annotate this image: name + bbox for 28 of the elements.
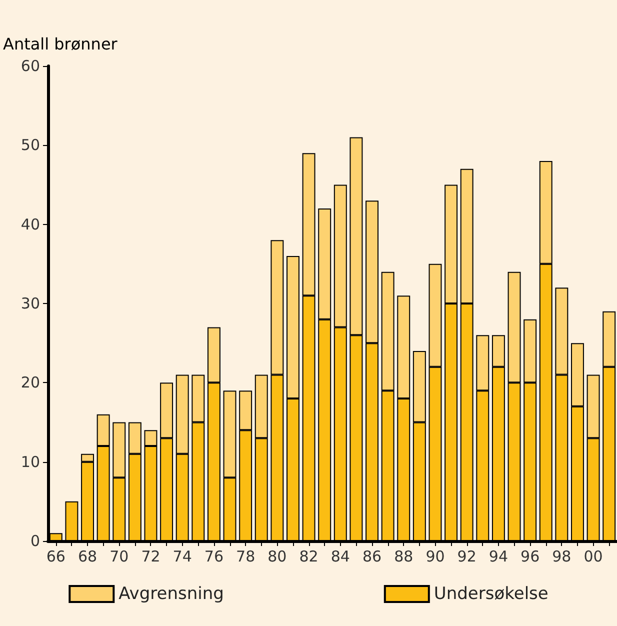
- x-tick-label: 98: [552, 548, 572, 566]
- y-tick-label: 50: [20, 136, 40, 154]
- x-tick-label: 90: [426, 548, 445, 566]
- x-tick-label: 86: [362, 548, 382, 566]
- x-tick-label: 80: [268, 548, 287, 566]
- y-axis-title: Antall brønner: [3, 34, 118, 54]
- y-tick-label: 60: [20, 57, 40, 75]
- y-tick-label: 30: [20, 294, 40, 312]
- x-tick-label: 92: [457, 548, 476, 566]
- x-tick-label: 68: [78, 548, 98, 566]
- legend-label: Avgrensning: [118, 584, 224, 604]
- x-tick-label: 72: [141, 548, 160, 566]
- x-tick-label: 74: [172, 548, 192, 566]
- x-tick-label: 78: [236, 548, 256, 566]
- x-tick-label: 94: [488, 548, 508, 566]
- x-tick-label: 96: [520, 548, 540, 566]
- x-tick-label: 66: [46, 548, 66, 566]
- x-tick-label: 84: [330, 548, 350, 566]
- legend-label: Undersøkelse: [434, 584, 548, 604]
- x-tick-label: 00: [584, 548, 603, 566]
- y-tick-label: 10: [20, 452, 40, 471]
- y-tick-label: 40: [20, 215, 40, 234]
- x-tick-label: 76: [204, 548, 224, 566]
- x-tick-label: 82: [299, 548, 318, 566]
- x-tick-label: 88: [394, 548, 414, 566]
- y-tick-label: 20: [20, 374, 40, 392]
- y-tick-label: 0: [30, 532, 40, 550]
- x-tick-label: 70: [110, 548, 129, 566]
